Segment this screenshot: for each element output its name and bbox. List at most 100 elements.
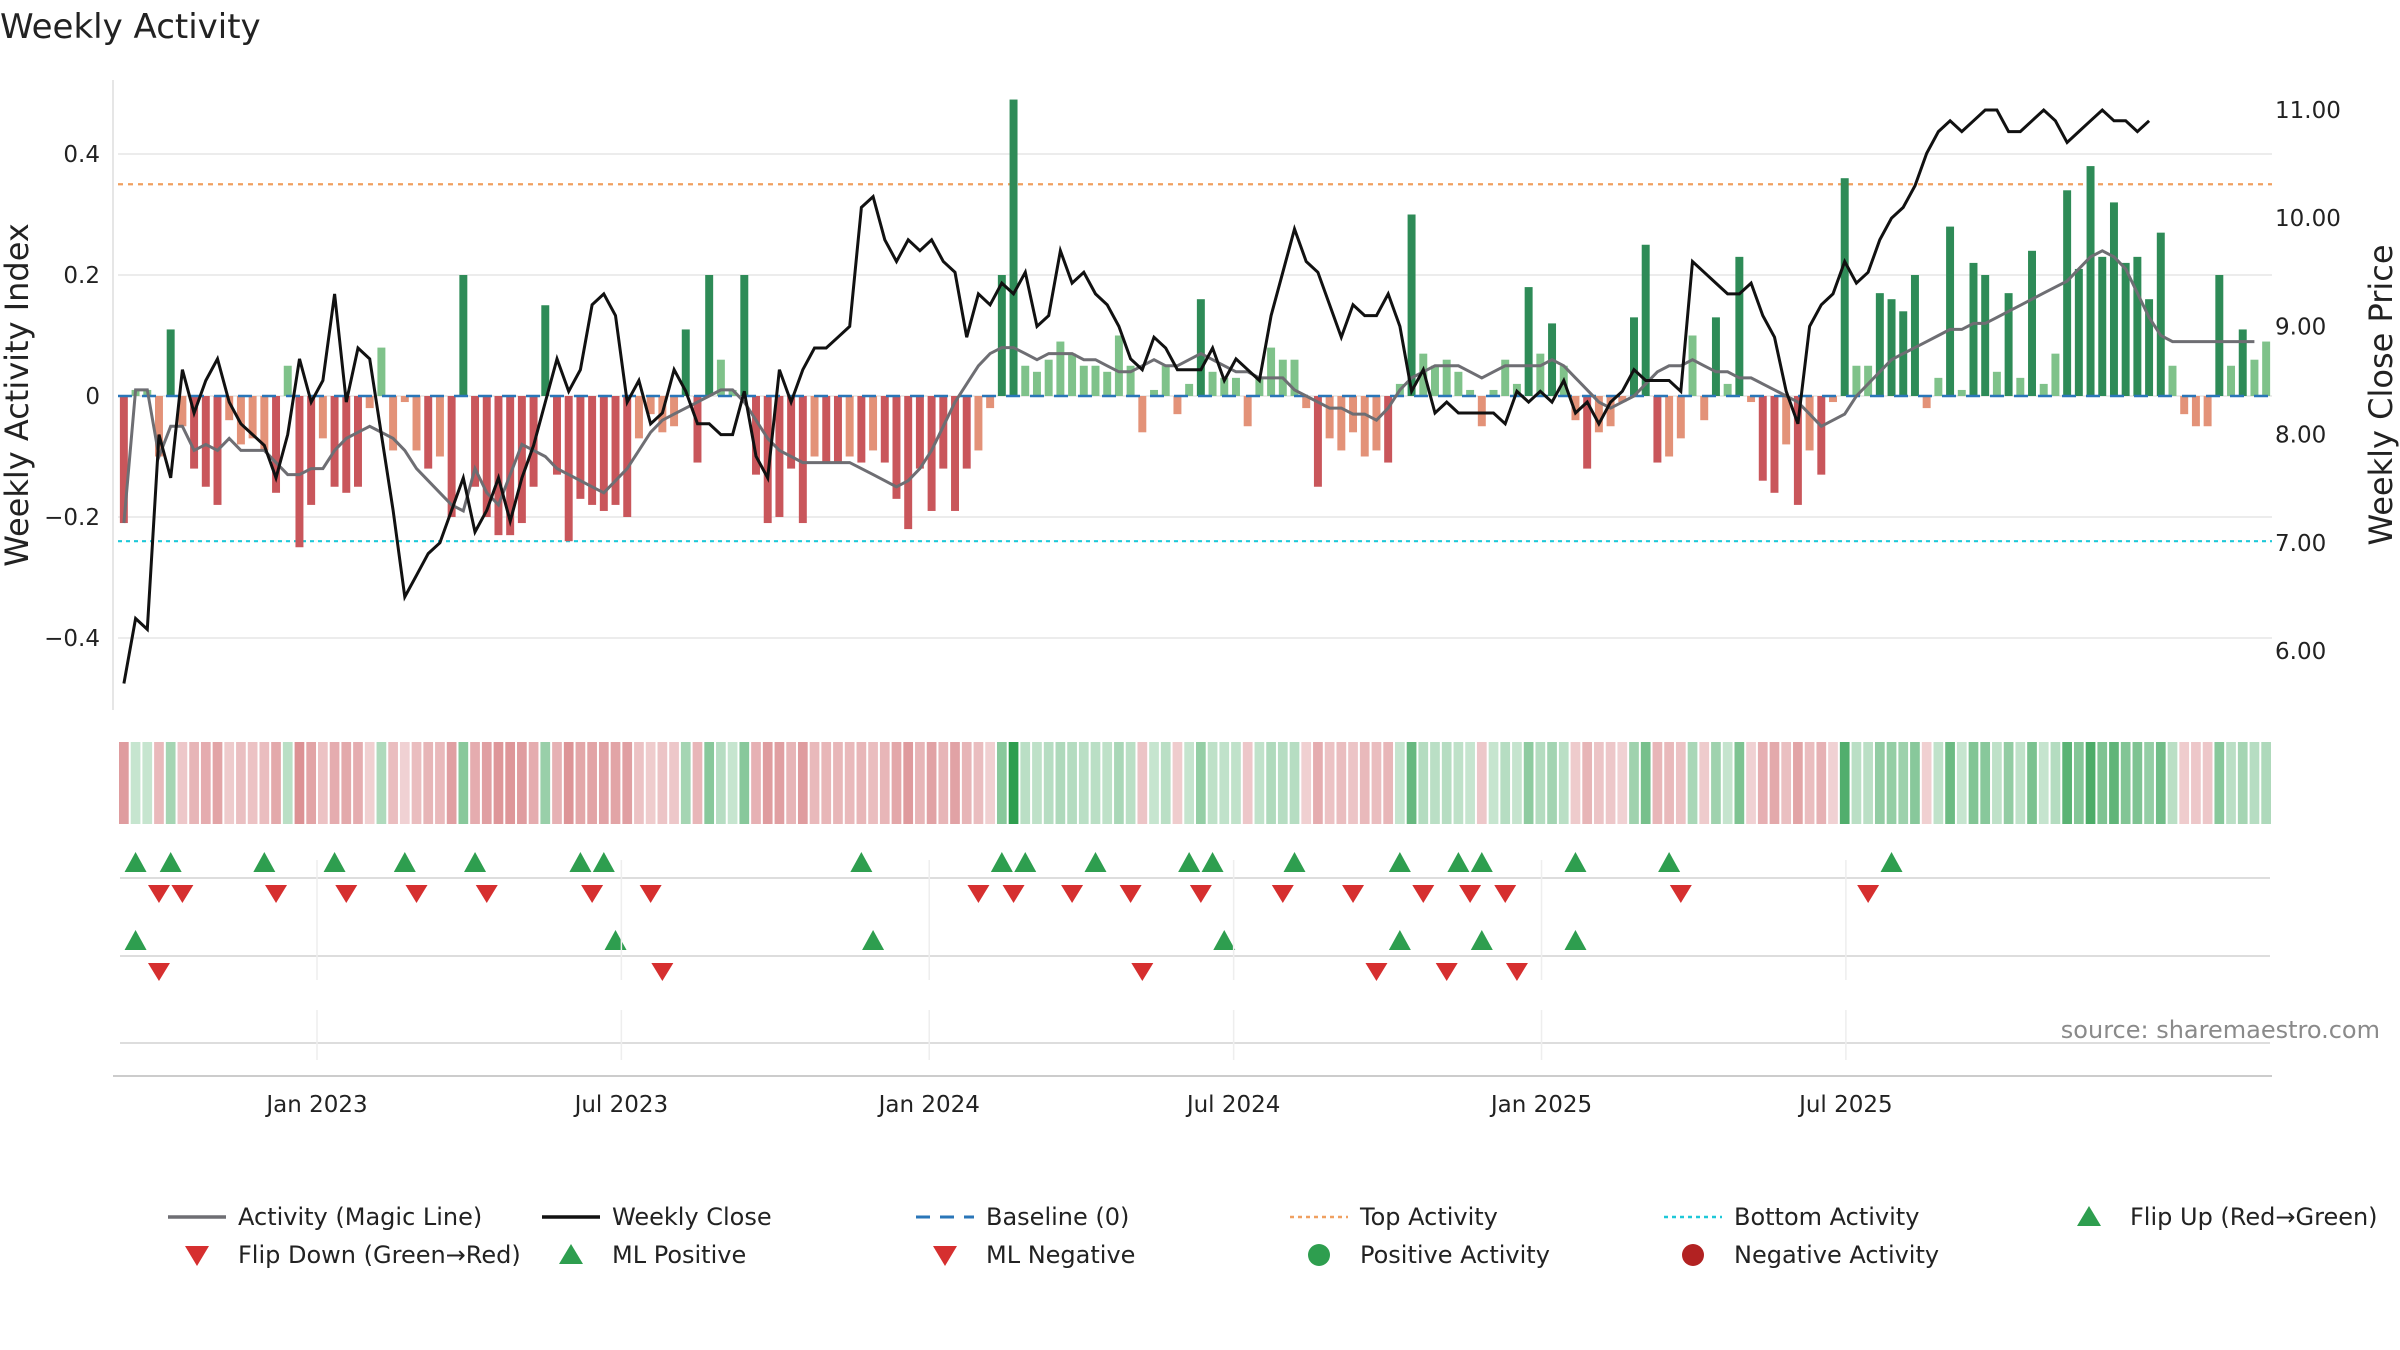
- strip-cell: [1992, 742, 2002, 824]
- strip-cell: [329, 742, 340, 824]
- activity-bar: [506, 396, 515, 536]
- flip-down-marker: [1119, 885, 1142, 903]
- left-tick-label: −0.2: [44, 505, 100, 531]
- strip-cell: [879, 742, 890, 824]
- activity-bar: [869, 396, 878, 451]
- strip-cell: [1523, 742, 1534, 824]
- activity-bar: [2262, 341, 2271, 396]
- activity-bar: [318, 396, 327, 439]
- strip-cell: [669, 742, 679, 824]
- activity-bar: [154, 396, 163, 457]
- activity-bar: [775, 396, 784, 517]
- strip-cell: [247, 742, 258, 824]
- activity-bar: [1770, 396, 1779, 493]
- right-tick-label: 6.00: [2275, 639, 2326, 665]
- activity-bar: [2191, 396, 2200, 427]
- activity-bar: [354, 396, 362, 487]
- flip-down-marker: [1061, 885, 1084, 903]
- activity-bar: [2215, 275, 2224, 396]
- strip-cell: [2226, 742, 2236, 824]
- strip-cell: [1430, 742, 1440, 824]
- strip-cell: [1699, 742, 1710, 824]
- activity-bar: [517, 396, 526, 524]
- flip-down-marker: [1189, 885, 1212, 903]
- activity-bar: [2180, 396, 2189, 415]
- strip-cell: [2050, 742, 2061, 824]
- activity-bar: [377, 347, 386, 396]
- ml-negative-marker: [1435, 963, 1458, 981]
- strip-cell: [1898, 742, 1909, 824]
- strip-cell: [657, 742, 668, 824]
- strip-cell: [1114, 742, 1124, 824]
- activity-bar: [553, 396, 561, 475]
- flip-down-marker: [475, 885, 498, 903]
- activity-bar: [330, 396, 339, 487]
- strip-cell: [2027, 742, 2037, 824]
- legend-triangle-down-icon: [185, 1246, 209, 1266]
- strip-cell: [1137, 742, 1148, 824]
- strip-cell: [1886, 742, 1897, 824]
- strip-cell: [1921, 742, 1932, 824]
- activity-bar: [1758, 396, 1767, 481]
- activity-bar: [1782, 396, 1791, 445]
- flip-up-marker: [253, 852, 276, 872]
- activity-bar: [904, 396, 913, 530]
- grid-layer: −0.4 −0.2 0 0.2 0.4 6.00 7.00 8.00 9.00 10.00 11.0…: [44, 98, 2341, 665]
- strip-cell: [1804, 742, 1815, 824]
- activity-bar: [166, 329, 175, 396]
- strip-cell: [996, 742, 1007, 824]
- activity-bar: [1466, 389, 1475, 396]
- activity-bar: [1185, 383, 1194, 396]
- activity-bar: [763, 396, 772, 524]
- flip-up-marker: [569, 852, 592, 872]
- activity-bar: [1138, 396, 1147, 433]
- flip-up-marker: [1658, 852, 1681, 872]
- strip-cell: [282, 742, 293, 824]
- activity-bar: [2004, 293, 2013, 396]
- activity-bar: [400, 396, 409, 403]
- activity-bar: [435, 396, 444, 457]
- left-tick-label: 0.4: [63, 142, 100, 168]
- activity-bar: [1360, 396, 1369, 457]
- strip-cell: [1078, 742, 1089, 824]
- flip-down-marker: [335, 885, 358, 903]
- activity-bar: [1267, 347, 1276, 396]
- strip-cell: [751, 742, 761, 824]
- activity-bar: [1477, 396, 1486, 427]
- flip-down-marker: [1669, 885, 1692, 903]
- strip-cell: [2214, 742, 2225, 824]
- strip-cell: [1968, 742, 1979, 824]
- activity-bar: [1571, 396, 1580, 421]
- strip-cell: [1289, 742, 1300, 824]
- strip-cell: [1781, 742, 1792, 824]
- activity-bar: [2109, 202, 2118, 396]
- series-lines: [122, 107, 2255, 684]
- strip-cell: [1664, 742, 1674, 824]
- strip-cell: [1184, 742, 1194, 824]
- strip-cell: [119, 742, 129, 824]
- strip-cell: [517, 742, 527, 824]
- flip-up-marker: [1447, 852, 1470, 872]
- activity-bar: [2203, 396, 2212, 427]
- activity-bar: [599, 396, 608, 511]
- strip-cell: [1793, 742, 1803, 824]
- activity-bar: [705, 275, 714, 396]
- activity-bar: [681, 329, 690, 396]
- activity-bar: [1208, 371, 1217, 396]
- strip-cell: [1582, 742, 1593, 824]
- strip-cell: [1231, 742, 1241, 824]
- strip-cell: [2155, 742, 2166, 824]
- activity-bar: [1887, 299, 1896, 396]
- legend-label: Bottom Activity: [1734, 1203, 1919, 1231]
- strip-cell: [1160, 742, 1171, 824]
- strip-cell: [774, 742, 785, 824]
- right-tick-label: 9.00: [2275, 314, 2326, 340]
- activity-bar: [225, 396, 234, 421]
- strip-cell: [786, 742, 796, 824]
- activity-bar: [986, 396, 995, 409]
- left-axis-title: Weekly Activity Index: [0, 223, 36, 567]
- strip-cell: [1910, 742, 1920, 824]
- activity-bar: [1676, 396, 1685, 439]
- activity-bar: [1805, 396, 1814, 451]
- activity-bar: [1021, 365, 1030, 396]
